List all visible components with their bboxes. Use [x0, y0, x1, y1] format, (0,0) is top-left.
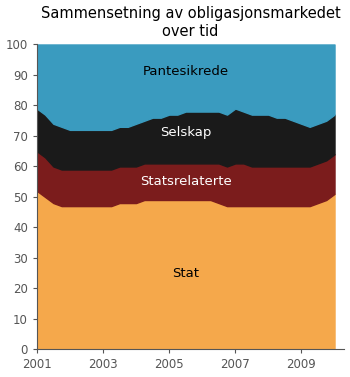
Text: Pantesikrede: Pantesikrede — [142, 66, 229, 78]
Text: Stat: Stat — [172, 267, 199, 280]
Title: Sammensetning av obligasjonsmarkedet
over tid: Sammensetning av obligasjonsmarkedet ove… — [41, 6, 341, 39]
Text: Selskap: Selskap — [160, 126, 211, 139]
Text: Statsrelaterte: Statsrelaterte — [140, 175, 232, 188]
